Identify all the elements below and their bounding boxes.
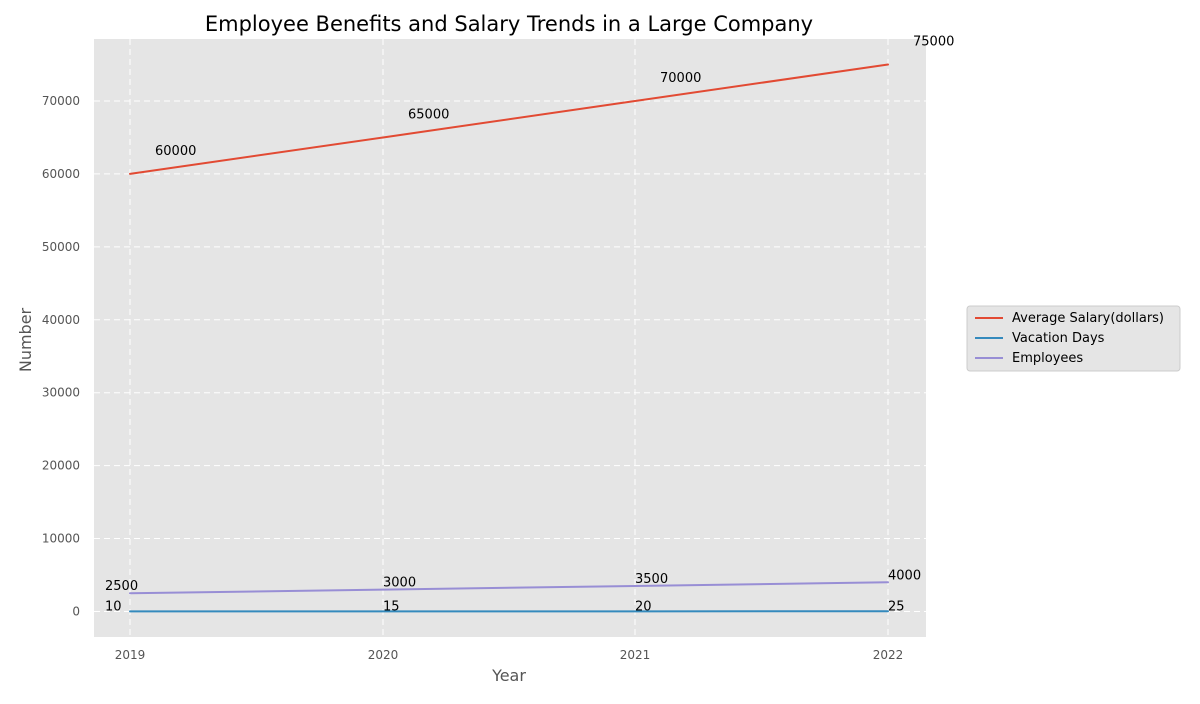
data-label: 3000 [383, 576, 416, 591]
data-label: 65000 [408, 107, 449, 122]
y-tick-label: 30000 [42, 386, 80, 400]
y-tick-label: 10000 [42, 532, 80, 546]
legend: Average Salary(dollars) Vacation Days Empl… [967, 306, 1180, 371]
data-label: 20 [635, 599, 652, 614]
y-tick-label: 20000 [42, 459, 80, 473]
y-axis-label: Number [16, 307, 35, 372]
x-tick-label: 2021 [620, 648, 651, 662]
x-tick-label: 2022 [873, 648, 904, 662]
data-label: 60000 [155, 144, 196, 159]
legend-label-1: Vacation Days [1012, 331, 1105, 346]
data-label: 2500 [105, 579, 138, 594]
chart-title: Employee Benefits and Salary Trends in a… [205, 12, 813, 36]
data-label: 10 [105, 599, 122, 614]
y-tick-label: 60000 [42, 167, 80, 181]
y-tick-label: 70000 [42, 94, 80, 108]
data-label: 4000 [888, 568, 921, 583]
y-tick-label: 0 [72, 604, 80, 618]
data-label: 3500 [635, 572, 668, 587]
data-label: 15 [383, 599, 400, 614]
x-tick-label: 2019 [115, 648, 146, 662]
legend-label-0: Average Salary(dollars) [1012, 311, 1164, 326]
y-tick-label: 40000 [42, 313, 80, 327]
x-tick-label: 2020 [368, 648, 399, 662]
legend-label-2: Employees [1012, 351, 1083, 366]
x-axis-label: Year [491, 666, 526, 685]
data-label: 75000 [913, 35, 954, 50]
y-tick-label: 50000 [42, 240, 80, 254]
data-label: 25 [888, 599, 905, 614]
data-label: 70000 [660, 71, 701, 86]
plot-area [94, 39, 926, 637]
